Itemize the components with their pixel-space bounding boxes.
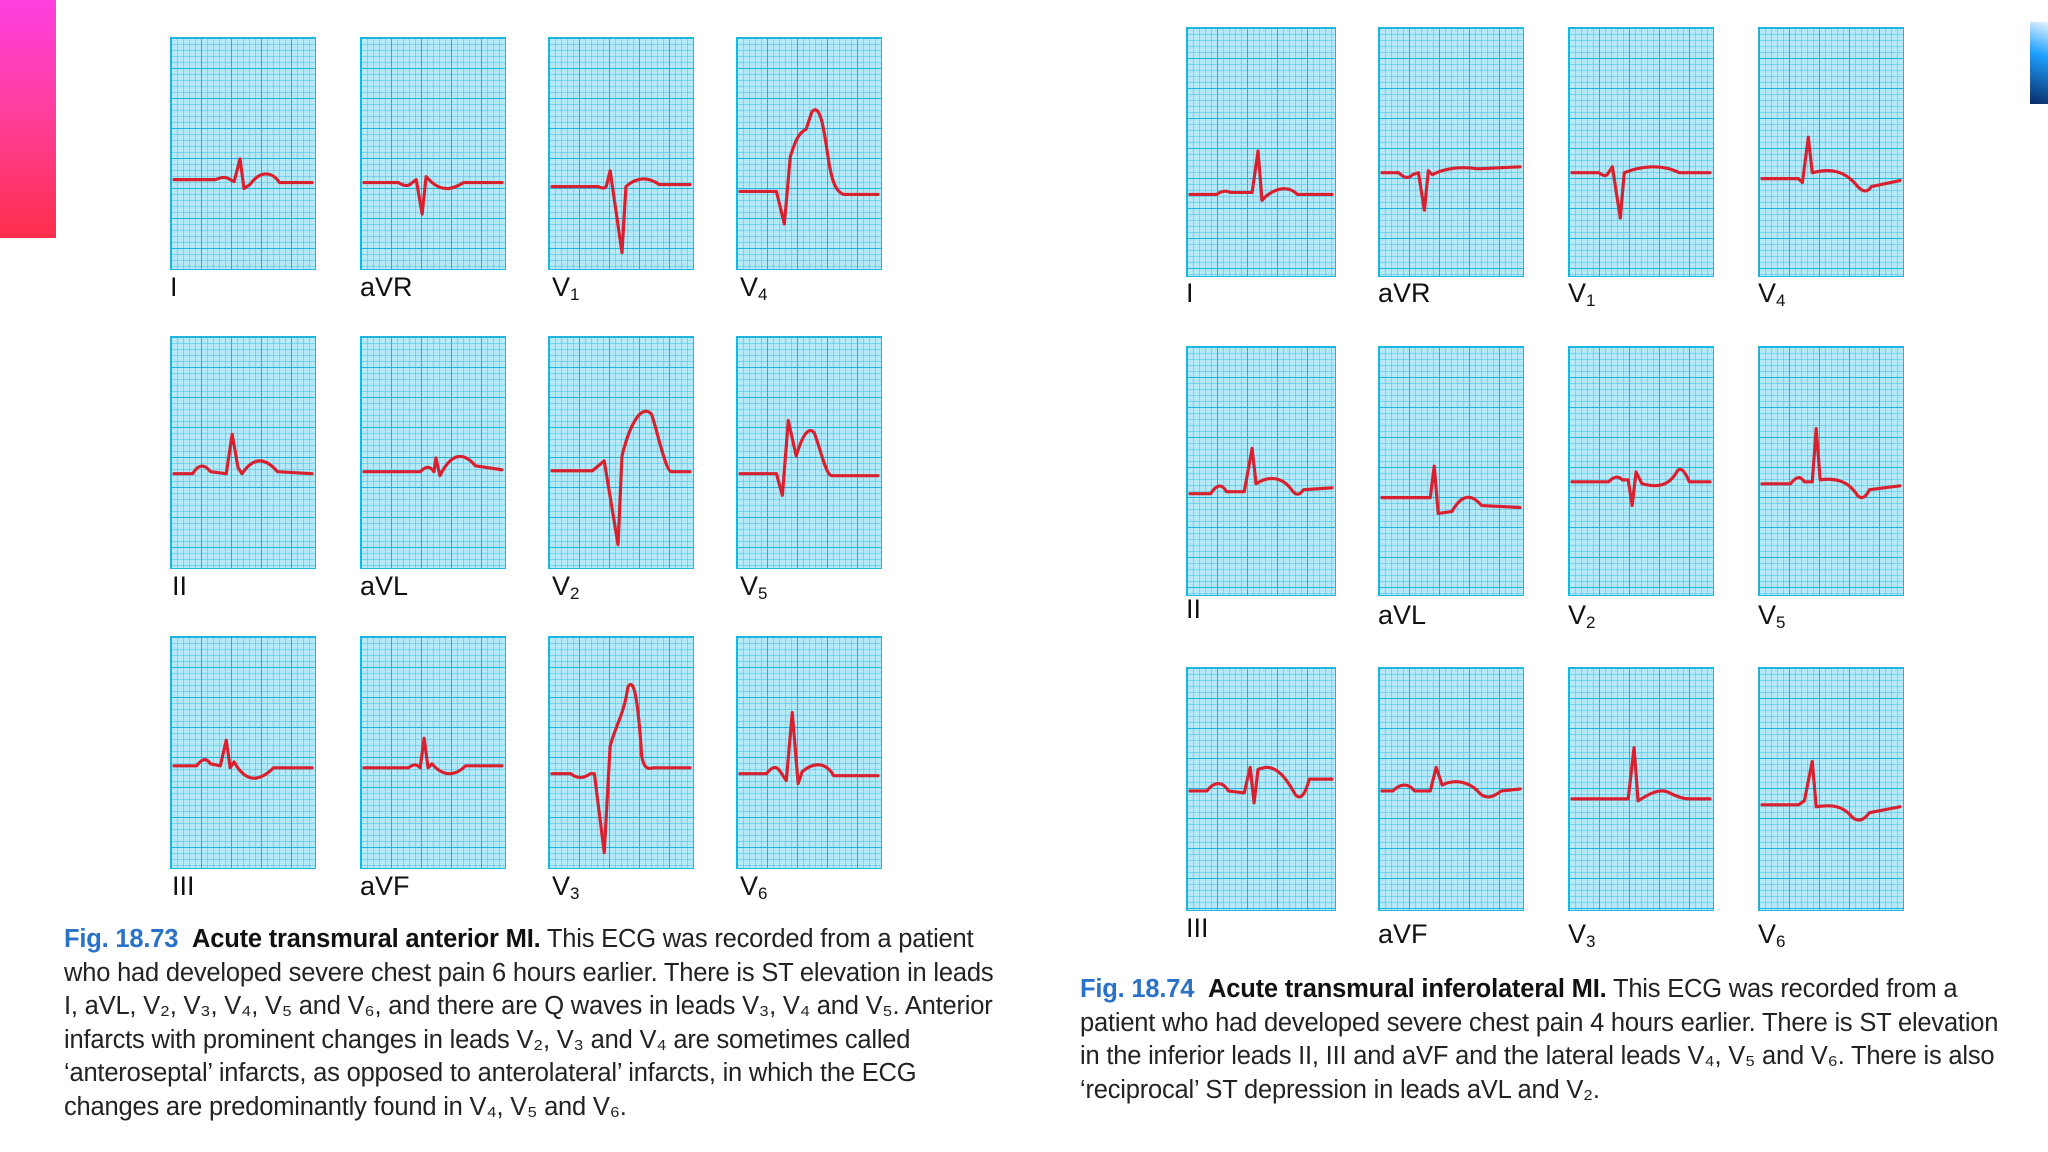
ecg-strip-fig74-aVL (1378, 346, 1524, 596)
ecg-trace-fig73-I (172, 157, 314, 191)
lead-label-text: aVF (1378, 919, 1428, 949)
ecg-trace-fig73-V6 (738, 710, 880, 786)
lead-label-fig74-II: II (1186, 596, 1201, 623)
figure-caption-18-74: Fig. 18.74 Acute transmural inferolatera… (1080, 973, 2015, 1107)
lead-label-text: aVL (360, 571, 409, 601)
ecg-strip-fig73-aVR (360, 37, 506, 270)
ecg-strip-fig73-aVF (360, 636, 506, 869)
ecg-strip-fig74-I (1186, 27, 1336, 277)
ecg-trace-fig74-V1 (1570, 165, 1712, 220)
ecg-strip-fig74-aVR (1378, 27, 1524, 277)
lead-label-text: I (170, 272, 178, 302)
ecg-trace-fig74-V3 (1570, 745, 1712, 803)
ecg-strip-fig74-V2 (1568, 346, 1714, 596)
lead-label-fig73-II: II (172, 573, 187, 600)
ecg-trace-fig73-V1 (550, 169, 692, 255)
figure-title: Acute transmural inferolateral MI. (1208, 975, 1607, 1003)
lead-label-text: I (1186, 278, 1194, 308)
ecg-strip-fig74-II (1186, 346, 1336, 596)
ecg-trace-fig74-aVR (1380, 165, 1522, 212)
ecg-trace-fig74-aVF (1380, 765, 1522, 799)
ecg-trace-fig73-aVR (362, 175, 504, 216)
lead-label-fig74-V5: V5 (1758, 600, 1786, 632)
figure-caption-body: This ECG was recorded from a patient who… (1080, 975, 1999, 1104)
lead-label-fig73-V4: V4 (740, 272, 768, 304)
ecg-trace-fig74-V6 (1760, 759, 1902, 822)
lead-label-text: aVR (360, 272, 413, 302)
lead-label-fig74-aVL: aVL (1378, 602, 1426, 629)
ecg-trace-fig73-aVL (362, 455, 504, 478)
lead-label-text: III (1186, 913, 1209, 943)
ecg-trace-fig74-II (1188, 446, 1334, 496)
ecg-trace-fig73-V2 (550, 409, 692, 547)
ecg-trace-fig73-V4 (738, 108, 880, 226)
ecg-strip-fig73-V3 (548, 636, 694, 869)
ecg-trace-fig74-V2 (1570, 467, 1712, 508)
lead-label-fig74-V1: V1 (1568, 278, 1596, 310)
lead-label-fig74-V4: V4 (1758, 278, 1786, 310)
figure-caption-body: This ECG was recorded from a patient who… (64, 925, 994, 1121)
lead-label-text: III (172, 871, 195, 901)
lead-label-text: aVR (1378, 278, 1431, 308)
ecg-strip-fig73-V6 (736, 636, 882, 869)
ecg-strip-fig74-V1 (1568, 27, 1714, 277)
figure-title: Acute transmural anterior MI. (192, 925, 541, 953)
lead-label-fig73-III: III (172, 873, 195, 900)
ecg-strip-fig74-V6 (1758, 667, 1904, 911)
ecg-trace-fig74-aVL (1380, 464, 1522, 515)
ecg-trace-fig73-III (172, 738, 314, 780)
ecg-strip-fig73-I (170, 37, 316, 270)
lead-label-fig74-III: III (1186, 915, 1209, 942)
lead-label-fig74-aVR: aVR (1378, 280, 1431, 307)
ecg-strip-fig73-III (170, 636, 316, 869)
lead-label-fig73-V2: V2 (552, 571, 580, 603)
lead-label-fig74-V6: V6 (1758, 919, 1786, 951)
lead-label-text: aVL (1378, 600, 1427, 630)
ecg-trace-fig74-I (1188, 149, 1334, 202)
ecg-trace-fig73-II (172, 432, 314, 476)
ecg-trace-fig73-V3 (550, 683, 692, 855)
ecg-strip-fig73-V1 (548, 37, 694, 270)
figure-number: Fig. 18.74 (1080, 975, 1195, 1003)
ecg-strip-fig74-aVF (1378, 667, 1524, 911)
ecg-strip-fig74-V3 (1568, 667, 1714, 911)
lead-label-fig74-V3: V3 (1568, 919, 1596, 951)
lead-label-fig73-V1: V1 (552, 272, 580, 304)
lead-label-fig74-V2: V2 (1568, 600, 1596, 632)
lead-label-fig73-V5: V5 (740, 571, 768, 603)
ecg-strip-fig73-V5 (736, 336, 882, 569)
lead-label-text: II (1186, 594, 1202, 624)
ecg-strip-fig73-II (170, 336, 316, 569)
ecg-strip-fig73-aVL (360, 336, 506, 569)
lead-label-fig74-aVF: aVF (1378, 921, 1428, 948)
lead-label-fig73-aVF: aVF (360, 873, 410, 900)
ecg-strip-fig74-V4 (1758, 27, 1904, 277)
ecg-trace-fig74-V4 (1760, 135, 1902, 193)
lead-label-fig73-V6: V6 (740, 871, 768, 903)
lead-label-fig74-I: I (1186, 280, 1194, 307)
lead-label-text: aVF (360, 871, 410, 901)
ecg-trace-fig74-V5 (1760, 427, 1902, 500)
ecg-strip-fig74-V5 (1758, 346, 1904, 596)
lead-label-fig73-aVR: aVR (360, 274, 413, 301)
ecg-strip-fig73-V4 (736, 37, 882, 270)
ecg-trace-fig74-III (1188, 765, 1334, 805)
decorative-blue-gradient-bar (2030, 22, 2048, 104)
lead-label-text: II (172, 571, 188, 601)
ecg-trace-fig73-V5 (738, 418, 880, 497)
ecg-strip-fig74-III (1186, 667, 1336, 911)
ecg-trace-fig73-aVF (362, 736, 504, 776)
decorative-pink-gradient-bar (0, 0, 56, 238)
lead-label-fig73-I: I (170, 274, 178, 301)
lead-label-fig73-V3: V3 (552, 871, 580, 903)
figure-caption-18-73: Fig. 18.73 Acute transmural anterior MI.… (64, 923, 1004, 1124)
figure-number: Fig. 18.73 (64, 925, 179, 953)
ecg-strip-fig73-V2 (548, 336, 694, 569)
lead-label-fig73-aVL: aVL (360, 573, 408, 600)
